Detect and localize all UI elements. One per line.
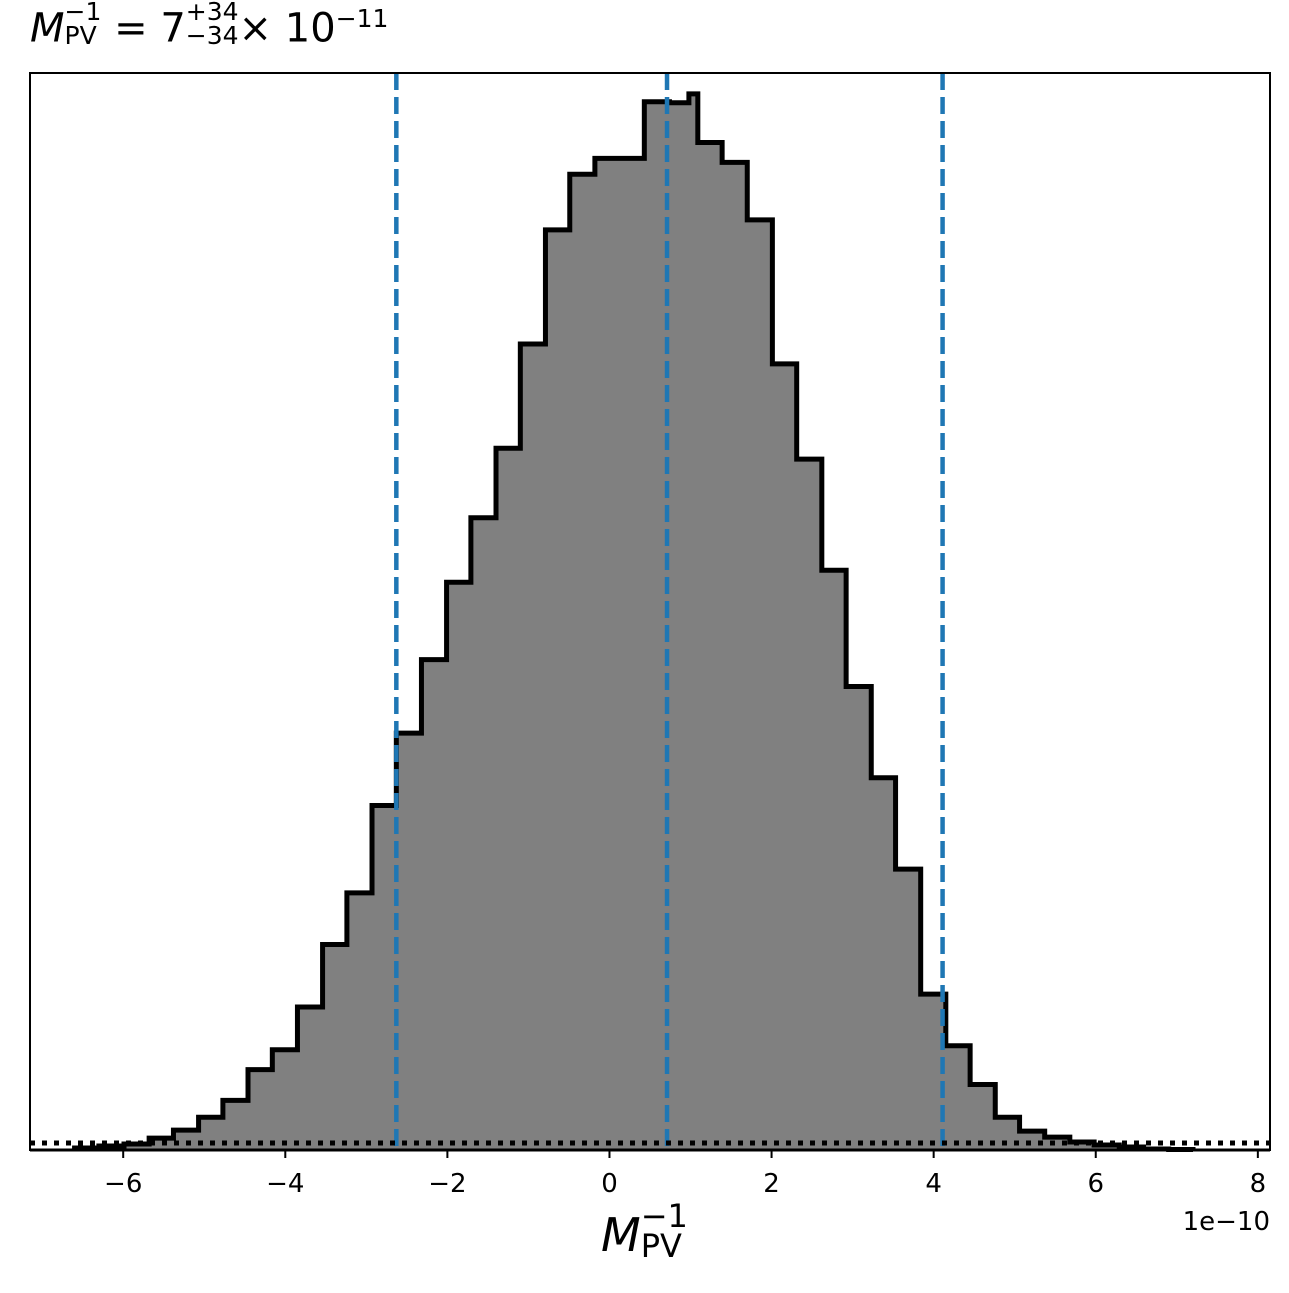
- title-variable-scripts: −1 PV: [65, 0, 102, 48]
- histogram-bin: [846, 686, 871, 1150]
- x-axis-label: M −1 PV: [601, 1200, 688, 1269]
- histogram-bin: [248, 1070, 272, 1150]
- title-times: × 10: [238, 5, 336, 52]
- x-tick-label: 8: [1250, 1169, 1267, 1199]
- title-uncertainty: +34 −34: [186, 0, 239, 48]
- histogram-bin: [946, 1046, 970, 1150]
- title-exponent: −11: [335, 4, 389, 33]
- histogram-bin: [689, 94, 698, 1150]
- histogram-bin: [323, 945, 347, 1150]
- x-axis-offset-text: 1e−10: [1183, 1207, 1270, 1237]
- histogram-bin: [347, 893, 372, 1150]
- histogram-bin: [372, 806, 396, 1150]
- histogram-bin: [722, 162, 747, 1150]
- x-tick-label: −4: [266, 1169, 304, 1199]
- histogram-bin: [797, 459, 822, 1150]
- x-axis-label-variable: M: [601, 1208, 641, 1262]
- histogram-bin: [747, 220, 772, 1150]
- x-tick-label: 0: [601, 1169, 618, 1199]
- histogram-bars: [72, 91, 1196, 1152]
- title-variable: M: [30, 5, 65, 52]
- histogram-bin: [595, 158, 620, 1150]
- histogram-bin: [570, 174, 595, 1150]
- histogram-bin: [421, 660, 446, 1150]
- histogram-bin: [272, 1050, 297, 1150]
- histogram-bin: [698, 142, 722, 1150]
- histogram-bin: [297, 1007, 322, 1150]
- x-tick-label: 4: [925, 1169, 942, 1199]
- histogram-bin: [970, 1084, 995, 1150]
- title-variable-sub: PV: [64, 21, 97, 51]
- title-equals: =: [101, 5, 161, 52]
- title-minus: −34: [185, 21, 239, 51]
- histogram-bin: [173, 1130, 198, 1150]
- histogram-bin: [396, 733, 421, 1150]
- title-plus: +34: [185, 0, 239, 27]
- histogram-bin: [896, 869, 921, 1150]
- quantile-lines: [394, 73, 945, 1150]
- histogram-bin: [620, 158, 644, 1150]
- x-axis-ticks: −6 −4 −2 0 2 4 6 8: [30, 1148, 1270, 1199]
- x-tick-label: 2: [763, 1169, 780, 1199]
- histogram-bin: [669, 103, 688, 1150]
- histogram-fill: [74, 93, 1194, 1150]
- x-axis-label-sup: −1: [640, 1196, 688, 1235]
- x-axis-label-sub: PV: [640, 1226, 682, 1265]
- x-tick-label: 6: [1087, 1169, 1104, 1199]
- histogram-bin: [520, 344, 545, 1150]
- histogram-bin: [822, 570, 846, 1150]
- x-tick-label: −6: [104, 1169, 142, 1199]
- histogram-bin: [545, 230, 569, 1150]
- histogram-bin: [871, 778, 895, 1150]
- histogram-bin: [496, 448, 520, 1150]
- x-tick-label: −2: [428, 1169, 466, 1199]
- title-variable-sup: −1: [64, 0, 102, 27]
- chart-title: M −1 PV = 7 +34 −34 × 10−11: [30, 0, 389, 54]
- x-axis-label-scripts: −1 PV: [640, 1196, 688, 1265]
- histogram-bin: [772, 364, 796, 1150]
- histogram-bin: [471, 518, 496, 1150]
- histogram-bin: [447, 582, 471, 1150]
- title-median: 7: [160, 5, 186, 52]
- histogram-outline: [72, 91, 1196, 1152]
